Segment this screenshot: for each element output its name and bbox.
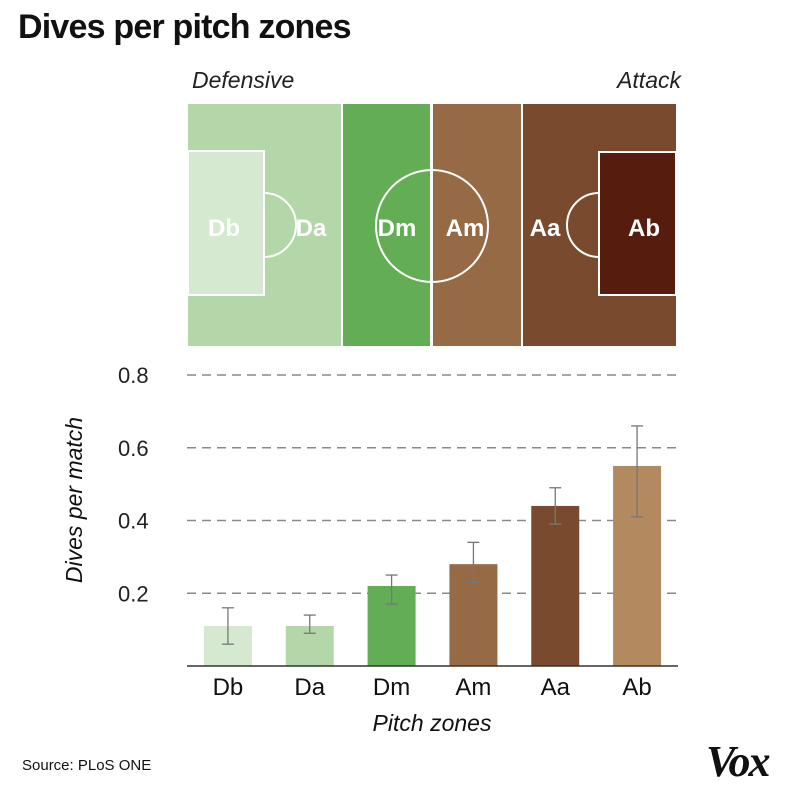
zone-label-db: Db (208, 215, 240, 242)
zone-ab-box (598, 151, 677, 296)
bar-chart: 0.2 0.4 0.6 0.8 Db Da Dm Am Aa Ab Pitch zones Dives… (61, 363, 678, 736)
zone-label-am: Am (446, 215, 485, 242)
zone-label-dm: Dm (378, 215, 417, 242)
x-axis-title: Pitch zones (373, 710, 492, 736)
x-tick-label: Da (294, 674, 325, 701)
bar-aa (531, 505, 580, 666)
zone-label-da: Da (296, 215, 327, 242)
y-tick-label: 0.2 (118, 581, 149, 606)
vox-logo: Vox (706, 737, 771, 786)
x-tick-label: Dm (373, 674, 410, 701)
y-axis-title: Dives per match (61, 417, 87, 583)
x-tick-label: Db (213, 674, 244, 701)
y-tick-label: 0.8 (118, 363, 149, 388)
y-tick-label: 0.6 (118, 436, 149, 461)
page-title: Dives per pitch zones (18, 8, 352, 46)
zone-am (432, 104, 521, 346)
defensive-label: Defensive (192, 67, 294, 93)
zone-label-aa: Aa (530, 215, 561, 242)
zone-label-ab: Ab (628, 215, 660, 242)
zone-dm (343, 104, 430, 346)
zone-db-box (187, 150, 265, 296)
x-tick-label: Aa (541, 674, 571, 701)
source-note: Source: PLoS ONE (22, 757, 152, 774)
defensive-box-arc (263, 192, 297, 258)
attack-box-arc (566, 192, 600, 258)
y-tick-label: 0.4 (118, 509, 149, 534)
pitch-diagram: Defensive Attack Db Da Dm Am Aa Ab (187, 67, 682, 346)
x-tick-label: Am (455, 674, 491, 701)
attack-label: Attack (615, 67, 682, 93)
x-tick-label: Ab (622, 674, 651, 701)
